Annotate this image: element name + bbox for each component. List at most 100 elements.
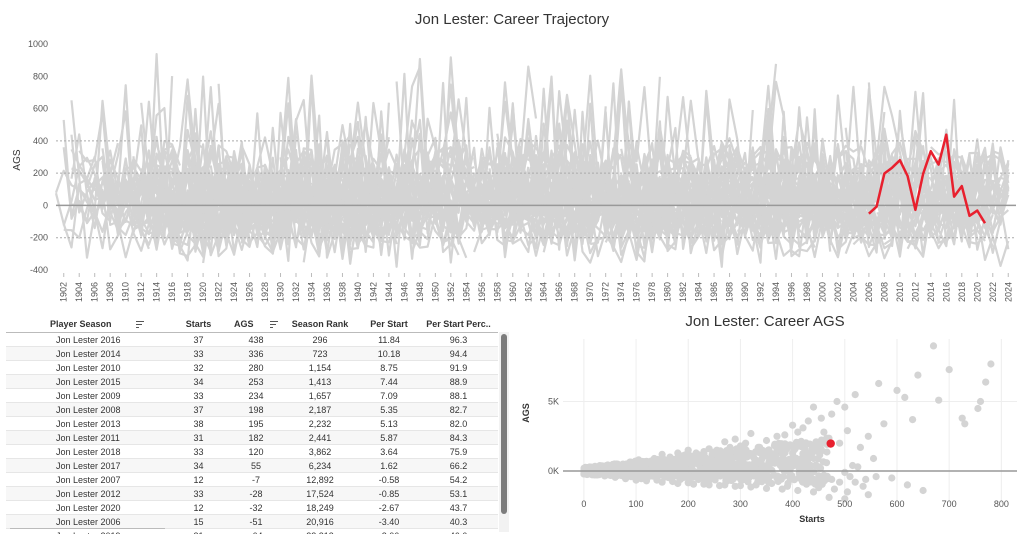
- background-trajectory-line: [109, 168, 197, 226]
- sort-icon[interactable]: [136, 321, 145, 329]
- background-trajectory-line: [70, 148, 112, 209]
- x-tick-label: 1916: [167, 282, 177, 302]
- x-tick-label: 1926: [245, 282, 255, 302]
- x-tick-label: 1910: [121, 282, 131, 302]
- x-tick-label: 1954: [461, 282, 471, 302]
- table-cell: 12,892: [281, 472, 359, 487]
- table-row[interactable]: Jon Lester 2018 33 120 3,862 3.64 75.9: [6, 444, 498, 459]
- scatter-point: [841, 495, 849, 503]
- scatter-point: [669, 459, 677, 467]
- x-tick-label: 1936: [322, 282, 332, 302]
- scatter-point: [780, 472, 788, 481]
- column-header-label: Per Start: [370, 319, 408, 329]
- table-row[interactable]: Jon Lester 2014 33 336 723 10.18 94.4: [6, 346, 498, 361]
- scatter-x-tick-label: 700: [942, 499, 957, 509]
- table-header-divider: [6, 332, 498, 333]
- scatter-point: [768, 479, 776, 488]
- table-cell: 33: [166, 444, 231, 459]
- scatter-point: [823, 448, 831, 456]
- scatter-point: [794, 428, 802, 436]
- reference-lines: [56, 140, 1016, 239]
- table-row[interactable]: Jon Lester 2016 37 438 296 11.84 96.3: [6, 332, 498, 347]
- x-tick-label: 1996: [786, 282, 796, 302]
- table-row[interactable]: Jon Lester 2006 15 -51 20,916 -3.40 40.3: [6, 514, 498, 529]
- x-tick-label: 1918: [183, 282, 193, 302]
- scatter-point: [781, 456, 789, 464]
- scatter-highlight: [826, 439, 835, 448]
- column-header-starts[interactable]: Starts: [166, 316, 231, 333]
- scatter-x-tick-label: 200: [681, 499, 696, 509]
- table-cell: 3.64: [359, 444, 419, 459]
- column-header-ags[interactable]: AGS: [231, 316, 281, 333]
- table-row[interactable]: Jon Lester 201931-6422,213-2.0646.6: [6, 528, 498, 534]
- x-tick-label: 1914: [152, 282, 162, 302]
- table-row[interactable]: Jon Lester 2015 34 253 1,413 7.44 88.9: [6, 374, 498, 389]
- table-cell: Jon Lester 2006: [6, 514, 166, 529]
- scatter-point: [815, 448, 823, 456]
- scatter-point: [684, 479, 692, 487]
- x-tick-label: 1994: [771, 282, 781, 302]
- scatter-title: Jon Lester: Career AGS: [685, 313, 844, 330]
- background-trajectory-line: [852, 235, 877, 247]
- scatter-point: [833, 397, 841, 406]
- table-row[interactable]: Jon Lester 2012 33 -28 17,524 -0.85 53.1: [6, 486, 498, 501]
- x-tick-label: 1984: [694, 282, 704, 302]
- scatter-point: [700, 480, 708, 488]
- column-header-per-start-perc[interactable]: Per Start Perc..: [419, 316, 498, 333]
- background-trajectory-line: [125, 144, 251, 224]
- scatter-point: [611, 461, 619, 470]
- table-cell: 2,187: [281, 402, 359, 417]
- table-row[interactable]: Jon Lester 2008 37 198 2,187 5.35 82.7: [6, 402, 498, 417]
- background-trajectory-line: [155, 165, 258, 253]
- scatter-points: [580, 342, 995, 503]
- table-row[interactable]: Jon Lester 2013 38 195 2,232 5.13 82.0: [6, 416, 498, 431]
- table-cell: 53.1: [419, 486, 498, 501]
- table-row[interactable]: Jon Lester 2010 32 280 1,154 8.75 91.9: [6, 360, 498, 375]
- table-cell: 11.84: [359, 332, 419, 347]
- table-row[interactable]: Jon Lester 2020 12 -32 18,249 -2.67 43.7: [6, 500, 498, 515]
- table-cell: 280: [231, 360, 281, 375]
- table-cell: 22,213: [281, 528, 359, 534]
- background-trajectory-line: [449, 87, 592, 239]
- scatter-point: [809, 488, 818, 496]
- x-tick-label: 1928: [260, 282, 270, 302]
- table-row[interactable]: Jon Lester 2009 33 234 1,657 7.09 88.1: [6, 388, 498, 403]
- scatter-point: [828, 410, 836, 418]
- scatter-point: [778, 485, 786, 493]
- scatter-point: [642, 457, 651, 465]
- table-cell: Jon Lester 2015: [6, 374, 166, 389]
- scatter-point: [789, 421, 797, 429]
- background-trajectory-line: [937, 161, 1010, 240]
- table-cell: 195: [231, 416, 281, 431]
- scatter-point: [846, 473, 854, 481]
- x-tick-label: 1924: [229, 282, 239, 302]
- x-tick-label: 1940: [353, 282, 363, 302]
- jon-lester-point: [826, 439, 835, 448]
- table-cell: 46.6: [419, 528, 498, 534]
- scatter-point: [836, 478, 844, 486]
- scatter-point: [961, 420, 969, 428]
- x-tick-label: 1906: [90, 282, 100, 302]
- sort-icon[interactable]: [270, 321, 279, 329]
- table-cell: 40.3: [419, 514, 498, 529]
- scatter-point: [786, 474, 794, 482]
- scrollbar-thumb[interactable]: [501, 334, 507, 514]
- scatter-point: [622, 464, 630, 472]
- scatter-x-axis-label: Starts: [799, 514, 825, 524]
- column-header-season-rank[interactable]: Season Rank: [281, 316, 359, 333]
- scatter-point: [909, 416, 917, 424]
- scatter-point: [796, 441, 804, 449]
- table-cell: 6,234: [281, 458, 359, 473]
- column-header-per-start[interactable]: Per Start: [359, 316, 419, 333]
- table-row[interactable]: Jon Lester 2017 34 55 6,234 1.62 66.2: [6, 458, 498, 473]
- table-cell: 120: [231, 444, 281, 459]
- table-row[interactable]: Jon Lester 2007 12 -7 12,892 -0.58 54.2: [6, 472, 498, 487]
- x-tick-label: 1938: [337, 282, 347, 302]
- table-cell: Jon Lester 2014: [6, 346, 166, 361]
- table-row[interactable]: Jon Lester 2011 31 182 2,441 5.87 84.3: [6, 430, 498, 445]
- scatter-point: [749, 460, 758, 468]
- column-header-player-season[interactable]: Player Season: [6, 316, 166, 333]
- scatter-point: [914, 371, 922, 379]
- scatter-ticks: 0 100 200 300 400 500 600 700 800 5K 0K: [548, 397, 1009, 509]
- background-trajectory-line: [434, 81, 514, 217]
